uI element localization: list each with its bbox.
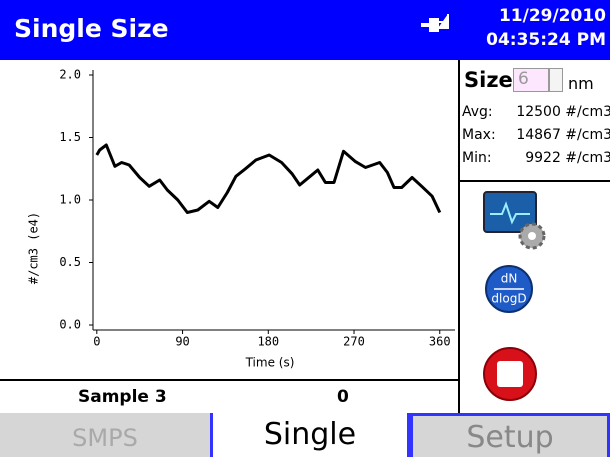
x-tick-label: 180 (257, 335, 279, 349)
time: 04:35:24 PM (486, 30, 606, 50)
sample-label: Sample 3 (78, 387, 167, 407)
size-input[interactable]: 6 (513, 68, 549, 92)
stop-button[interactable] (482, 346, 538, 402)
y-tick-label: 1.5 (59, 130, 81, 144)
stat: Avg: 12500 #/cm3 (462, 104, 610, 120)
size-spinner[interactable] (549, 68, 563, 92)
side-panel: Size 6 nm Avg: 12500 #/cm3 Max: 14867 #/cm… (458, 60, 610, 413)
dndlogd-button[interactable]: dN dlogD (484, 264, 534, 314)
size-unit: nm (568, 74, 594, 93)
separator (460, 180, 610, 182)
x-tick-label: 0 (93, 335, 100, 349)
title: Single Size (14, 14, 169, 43)
y-tick-label: 2.0 (59, 68, 81, 82)
icon-text: dlogD (491, 292, 526, 306)
size-label: Size (464, 68, 513, 92)
separator (0, 379, 458, 381)
stat-value: 14867 #/cm3 (516, 127, 610, 143)
settings-button[interactable] (480, 188, 552, 254)
y-tick-label: 0.0 (59, 318, 81, 332)
icon-text: dN (501, 272, 518, 286)
stat-label: Min: (462, 150, 492, 166)
chart: #/cm3 (e4) Time (s) 0.0 0.5 1.0 1.5 2.0 0 90 18… (27, 68, 455, 370)
x-tick-label: 270 (343, 335, 365, 349)
stat-label: Max: (462, 127, 496, 143)
x-axis-label: Time (s) (245, 356, 295, 370)
tab[interactable]: SMPS (0, 413, 210, 457)
x-tick-label: 90 (175, 335, 189, 349)
plug-icon (421, 14, 449, 32)
y-tick-label: 1.0 (59, 193, 81, 207)
y-axis-label: #/cm3 (e4) (27, 212, 41, 284)
date: 11/29/2010 (498, 6, 606, 26)
stat-value: 9922 #/cm3 (525, 150, 610, 166)
data-line (95, 143, 442, 214)
header: Single Size 11/29/2010 04:35:24 PM (0, 0, 610, 60)
tab[interactable]: Single (210, 413, 410, 457)
x-tick-label: 360 (429, 335, 451, 349)
stat-label: Avg: (462, 104, 493, 120)
stat-value: 12500 #/cm3 (516, 104, 610, 120)
tab[interactable]: Setup (410, 413, 610, 457)
count: 0 (337, 387, 349, 407)
y-tick-label: 0.5 (59, 255, 81, 269)
stat: Max: 14867 #/cm3 (462, 127, 610, 143)
stat: Min: 9922 #/cm3 (462, 150, 610, 166)
